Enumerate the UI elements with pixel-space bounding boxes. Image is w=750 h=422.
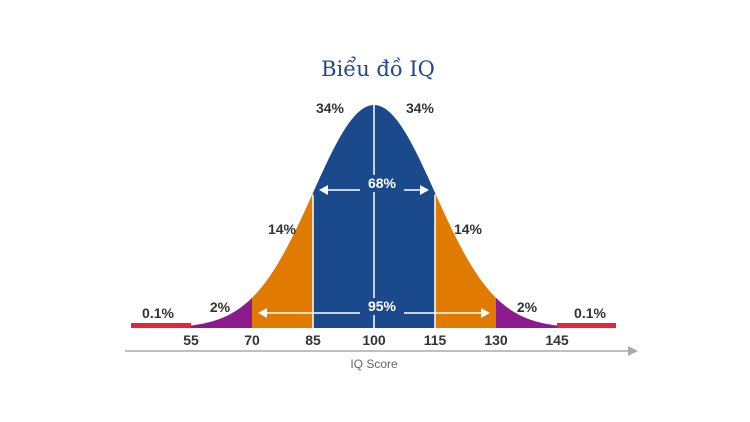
- tick-label-145: 145: [545, 332, 569, 348]
- tick-label-55: 55: [183, 332, 199, 348]
- pct-label-115-130: 14%: [454, 221, 483, 237]
- x-axis-arrowhead: [628, 346, 638, 356]
- chart-title: Biểu đồ IQ: [321, 57, 435, 81]
- region-130-145: [496, 297, 557, 328]
- tail-bar-left: [131, 323, 191, 328]
- range-arrows: 68% 95%: [258, 175, 490, 318]
- percentage-labels: 2% 14% 34% 34% 14% 2% 0.1% 0.1%: [142, 100, 606, 321]
- range-arrowhead-right-0: [420, 185, 429, 195]
- range-arrowhead-left-0: [319, 185, 328, 195]
- region-70-85: [252, 192, 313, 328]
- pct-label-85-100: 34%: [316, 100, 345, 116]
- tick-label-100: 100: [362, 332, 386, 348]
- region-dividers: [312, 105, 436, 328]
- range-label-bg-0: [360, 175, 404, 192]
- pct-label-tail-right: 0.1%: [574, 305, 606, 321]
- pct-label-130-145: 2%: [517, 299, 538, 315]
- pct-label-tail-left: 0.1%: [142, 305, 174, 321]
- pct-label-55-70: 2%: [210, 299, 231, 315]
- tail-bars: [131, 323, 616, 328]
- x-axis: 55 70 85 100 115 130 145 IQ Score: [125, 332, 638, 371]
- region-85-100: [313, 105, 374, 328]
- range-arrowhead-right-1: [481, 308, 490, 318]
- tick-label-70: 70: [244, 332, 260, 348]
- region-100-115: [374, 105, 435, 328]
- region-115-130: [435, 192, 496, 328]
- pct-label-70-85: 14%: [268, 221, 297, 237]
- pct-label-100-115: 34%: [406, 100, 435, 116]
- x-axis-label: IQ Score: [350, 357, 398, 371]
- region-55-70: [191, 297, 252, 328]
- range-label-68-pct: 68%: [368, 175, 397, 191]
- tick-label-130: 130: [484, 332, 508, 348]
- tick-label-85: 85: [305, 332, 321, 348]
- range-label-95-pct: 95%: [368, 298, 397, 314]
- bell-curve-regions: [191, 105, 557, 328]
- range-arrowhead-left-1: [258, 308, 267, 318]
- tick-label-115: 115: [424, 332, 447, 348]
- tail-bar-right: [557, 323, 616, 328]
- range-label-bg-1: [360, 298, 404, 315]
